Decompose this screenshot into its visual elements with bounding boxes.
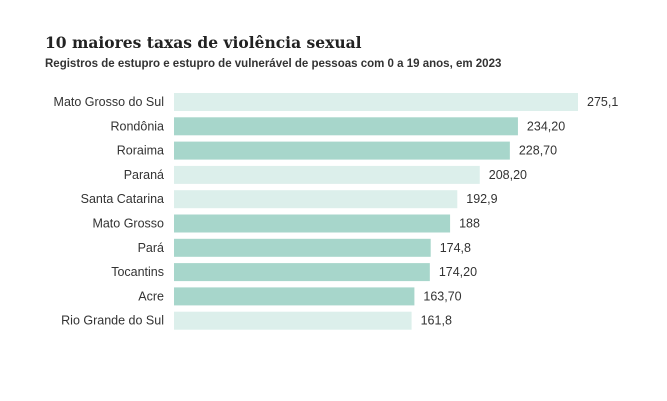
bar <box>174 165 480 184</box>
bar <box>174 311 412 330</box>
bar <box>174 238 431 257</box>
category-label: Mato Grosso <box>92 217 164 231</box>
value-label: 228,70 <box>519 144 557 158</box>
bar <box>174 117 518 136</box>
chart-title: 10 maiores taxas de violência sexual <box>45 33 362 52</box>
bar <box>174 214 451 233</box>
value-label: 234,20 <box>527 119 565 133</box>
value-label: 275,1 <box>587 95 618 109</box>
chart-subtitle: Registros de estupro e estupro de vulner… <box>45 58 502 70</box>
value-label: 192,9 <box>466 192 497 206</box>
value-label: 188 <box>459 217 480 231</box>
category-label: Paraná <box>124 168 164 182</box>
bar <box>174 263 430 282</box>
bar <box>174 141 510 160</box>
bar <box>174 93 578 111</box>
bar <box>174 190 458 209</box>
category-label: Mato Grosso do Sul <box>54 95 164 109</box>
category-label: Acre <box>138 289 164 303</box>
value-label: 161,8 <box>421 314 452 328</box>
bar <box>174 287 415 306</box>
value-label: 163,70 <box>423 289 461 303</box>
value-label: 174,20 <box>439 265 477 279</box>
category-label: Rio Grande do Sul <box>61 314 164 328</box>
category-label: Roraima <box>117 144 164 158</box>
category-label: Pará <box>138 241 164 255</box>
category-label: Rondônia <box>110 119 164 133</box>
value-label: 208,20 <box>489 168 527 182</box>
category-label: Tocantins <box>111 265 164 279</box>
value-label: 174,8 <box>440 241 471 255</box>
category-label: Santa Catarina <box>81 192 164 206</box>
